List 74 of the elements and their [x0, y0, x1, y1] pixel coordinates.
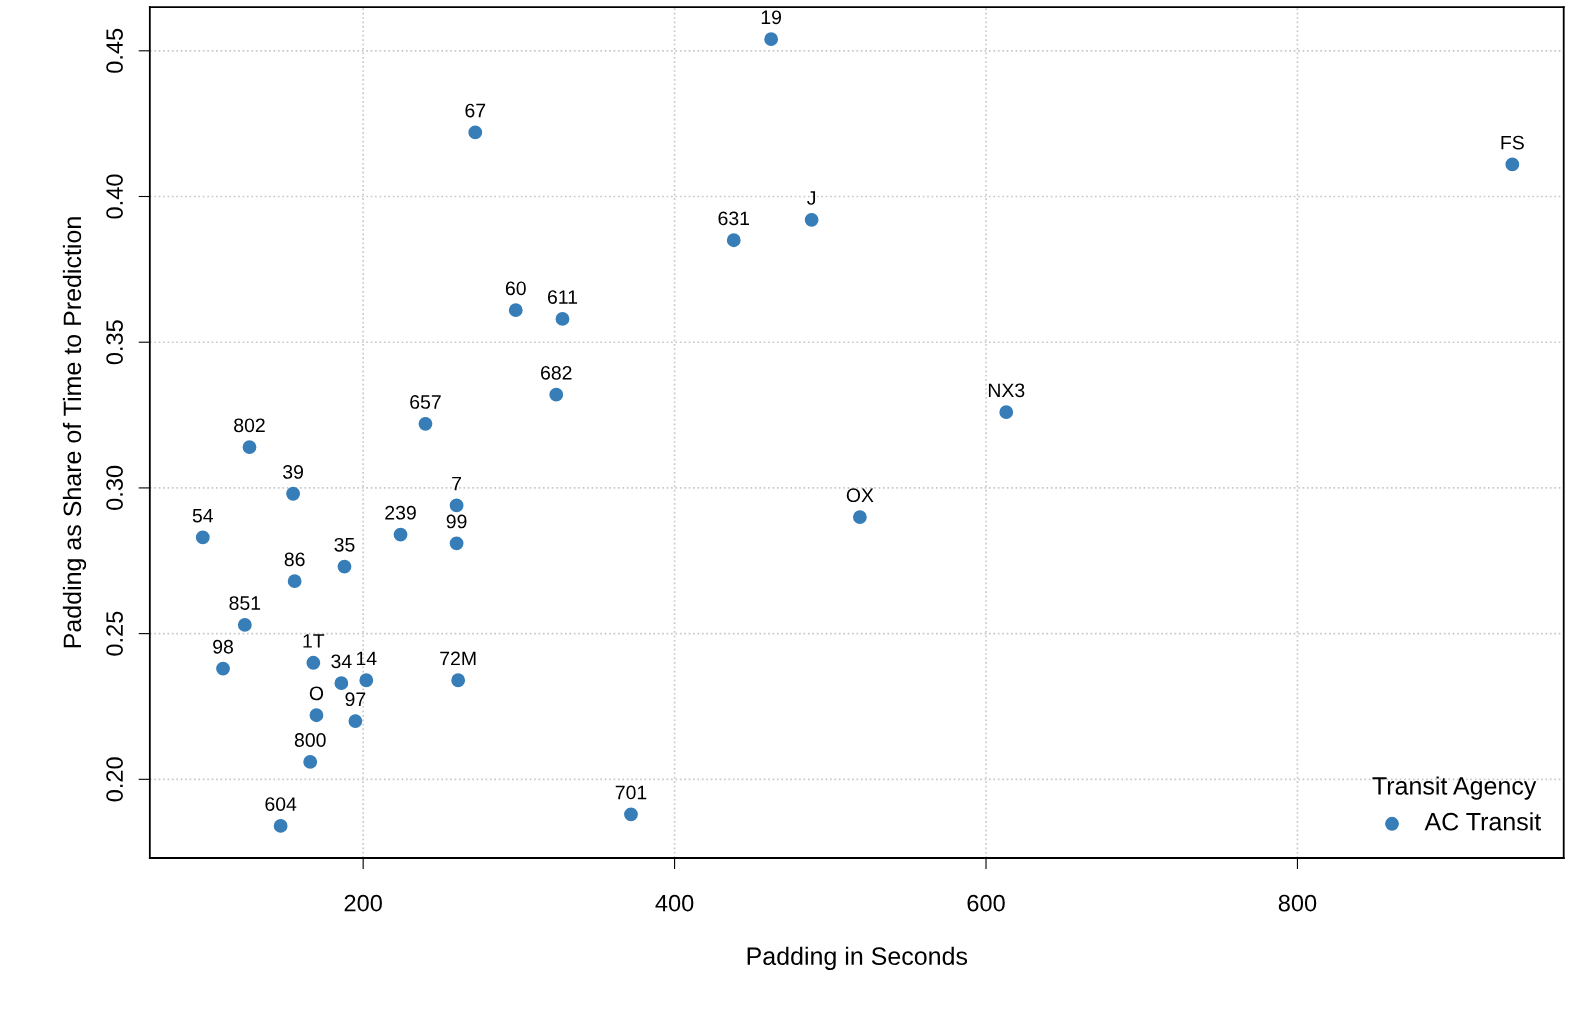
annotation: 72M [440, 651, 476, 666]
point [804, 212, 819, 227]
annotation: 98 [213, 639, 233, 654]
annotation: 682 [541, 365, 572, 380]
annotation: 99 [446, 514, 467, 529]
annotation: 14 [356, 651, 377, 666]
legend-label: AC Transit [1424, 812, 1542, 831]
point [306, 655, 321, 670]
y-axis-title: Padding as Share of Time to Prediction [62, 217, 87, 648]
annotation: 701 [615, 785, 647, 800]
x-tick-label: 400 [655, 894, 694, 912]
point [337, 559, 352, 574]
point [624, 807, 638, 822]
annotation: J [807, 191, 816, 205]
point [286, 486, 300, 501]
point [726, 233, 741, 248]
y-tick-label: 0.45 [106, 28, 123, 73]
point [555, 311, 570, 326]
point [237, 617, 252, 632]
annotation: NX3 [988, 383, 1025, 398]
annotation: 800 [294, 733, 326, 747]
y-tick-label: 0.40 [106, 174, 123, 219]
legend-title: Transit Agency [1372, 776, 1537, 800]
point [764, 32, 779, 47]
annotation: 7 [452, 476, 462, 491]
point [242, 440, 257, 455]
point [451, 673, 466, 688]
point [287, 574, 302, 589]
annotation: 19 [761, 10, 782, 25]
point [195, 530, 210, 545]
annotation: 1T [303, 634, 325, 648]
x-tick-label: 200 [344, 894, 382, 912]
point [468, 125, 483, 140]
annotation: 86 [284, 552, 305, 567]
y-tick-label: 0.30 [106, 465, 123, 510]
point [418, 416, 433, 431]
annotation: 239 [385, 505, 416, 520]
point [449, 498, 464, 513]
annotation: 34 [331, 654, 352, 669]
annotation: 611 [547, 290, 578, 304]
point [273, 819, 288, 833]
point [359, 673, 374, 688]
point [216, 661, 230, 676]
annotation: 54 [192, 508, 214, 523]
annotation: 60 [505, 281, 526, 296]
point [852, 510, 867, 524]
annotation: 97 [345, 692, 366, 707]
point [309, 708, 324, 723]
point [449, 536, 464, 551]
x-tick-label: 800 [1278, 894, 1317, 912]
y-tick-label: 0.20 [106, 757, 123, 802]
annotation: O [309, 686, 324, 701]
point [303, 754, 318, 769]
y-tick-label: 0.35 [106, 320, 123, 365]
x-tick-label: 600 [967, 894, 1005, 912]
y-tick-label: 0.25 [106, 611, 123, 656]
annotation: 67 [465, 103, 486, 118]
point [334, 676, 349, 691]
point [549, 387, 564, 402]
annotation: 631 [718, 211, 750, 226]
point [1505, 157, 1520, 172]
annotation: FS [1501, 135, 1524, 150]
annotation: 851 [229, 596, 261, 610]
point [999, 405, 1014, 420]
annotation: OX [846, 488, 874, 503]
annotation: 657 [410, 395, 441, 409]
x-axis-title: Padding in Seconds [747, 946, 968, 970]
annotation: 802 [234, 418, 265, 433]
point [393, 527, 408, 542]
annotation: 604 [265, 797, 297, 811]
point [348, 714, 363, 728]
annotation: 35 [334, 537, 355, 552]
point [508, 303, 523, 318]
annotation: 39 [283, 465, 303, 479]
